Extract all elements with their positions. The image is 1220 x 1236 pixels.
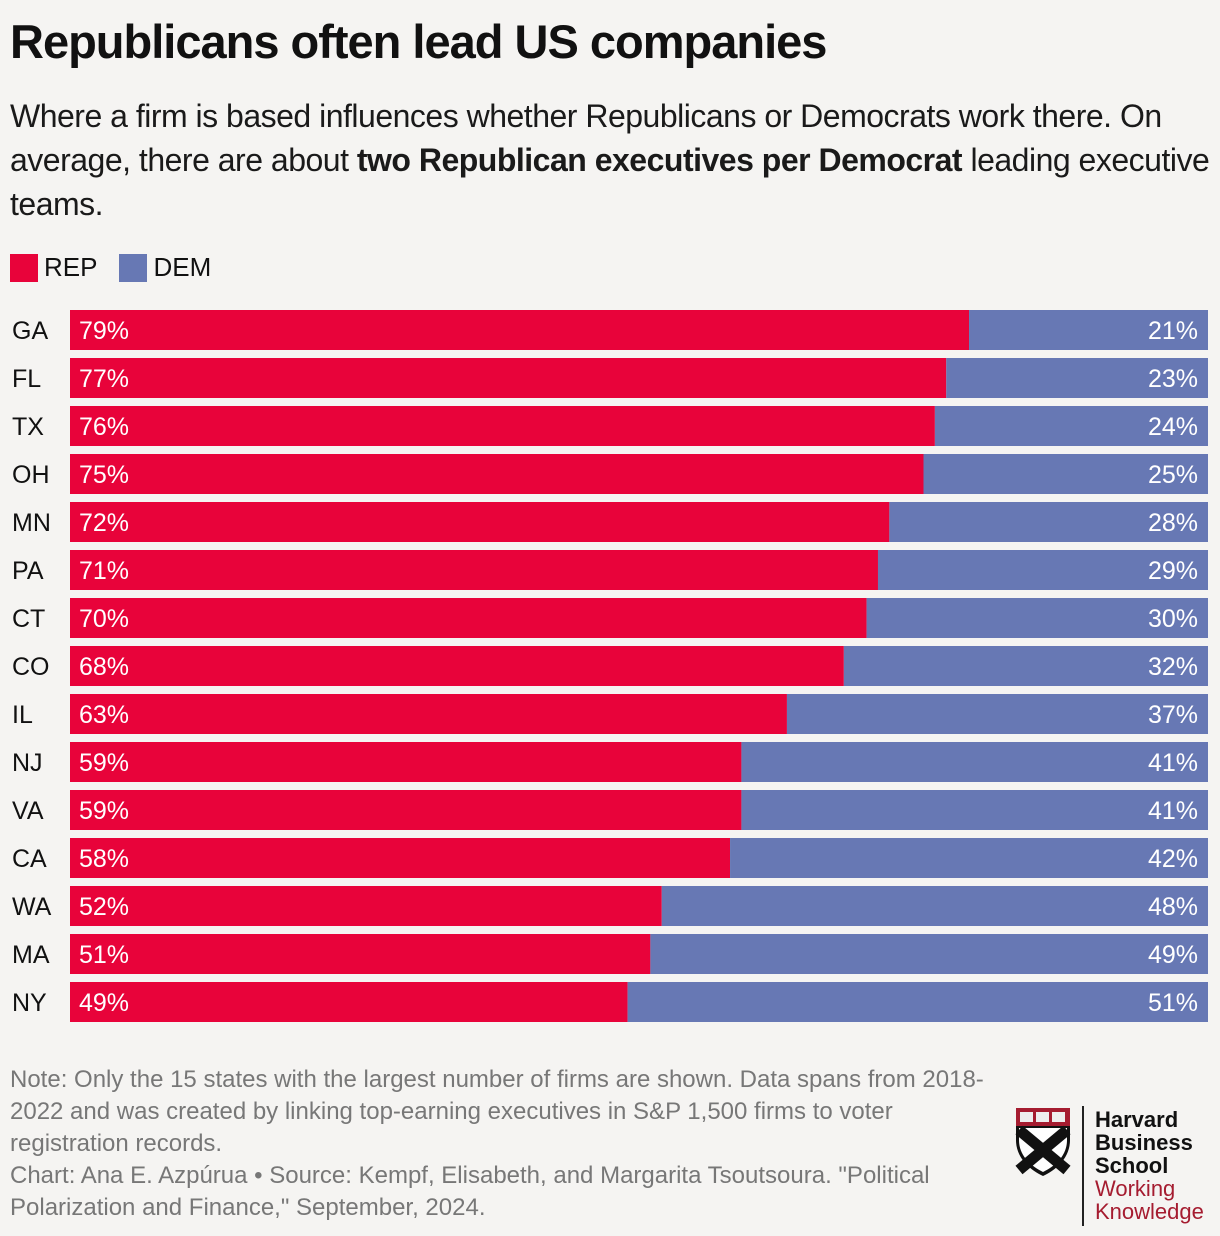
category-label: MN bbox=[12, 509, 51, 537]
category-label: MA bbox=[12, 941, 50, 969]
hbs-wordmark: Harvard Business School Working Knowledg… bbox=[1095, 1108, 1204, 1223]
data-label-rep: 77% bbox=[79, 365, 129, 393]
category-label: VA bbox=[12, 797, 44, 825]
bar-rep bbox=[70, 550, 878, 590]
data-label-dem: 37% bbox=[1148, 701, 1198, 729]
hbs-shield-logo bbox=[1015, 1108, 1071, 1176]
data-label-rep: 49% bbox=[79, 989, 129, 1017]
bar-rep bbox=[70, 406, 935, 446]
data-label-dem: 51% bbox=[1148, 989, 1198, 1017]
legend: REP DEM bbox=[10, 252, 233, 283]
data-label-rep: 51% bbox=[79, 941, 129, 969]
category-label: IL bbox=[12, 701, 33, 729]
data-label-rep: 71% bbox=[79, 557, 129, 585]
category-label: CO bbox=[12, 653, 50, 681]
data-label-rep: 70% bbox=[79, 605, 129, 633]
data-label-dem: 48% bbox=[1148, 893, 1198, 921]
chart-title: Republicans often lead US companies bbox=[10, 15, 827, 68]
category-label: TX bbox=[12, 413, 44, 441]
category-label: CA bbox=[12, 845, 47, 873]
bar-dem bbox=[934, 406, 1208, 446]
bar-rep bbox=[70, 502, 890, 542]
wordmark-business: Business bbox=[1095, 1130, 1193, 1155]
data-label-dem: 25% bbox=[1148, 461, 1198, 489]
category-label: NJ bbox=[12, 749, 43, 777]
chart-note: Note: Only the 15 states with the larges… bbox=[10, 1064, 1010, 1224]
wordmark-harvard: Harvard bbox=[1095, 1107, 1179, 1132]
bar-dem bbox=[889, 502, 1208, 542]
data-label-dem: 21% bbox=[1148, 317, 1198, 345]
data-label-rep: 76% bbox=[79, 413, 129, 441]
data-label-dem: 49% bbox=[1148, 941, 1198, 969]
subtitle-text-end: leading executive teams. bbox=[10, 142, 1210, 222]
logo-divider bbox=[1082, 1106, 1084, 1226]
bar-dem bbox=[843, 646, 1208, 686]
bar-rep bbox=[70, 646, 844, 686]
bar-rep bbox=[70, 982, 628, 1022]
data-label-dem: 32% bbox=[1148, 653, 1198, 681]
category-label: GA bbox=[12, 317, 48, 345]
bar-dem bbox=[741, 742, 1208, 782]
bar-rep bbox=[70, 886, 662, 926]
category-label: OH bbox=[12, 461, 50, 489]
bar-rep bbox=[70, 694, 787, 734]
data-label-dem: 41% bbox=[1148, 749, 1198, 777]
bar-rep bbox=[70, 358, 947, 398]
wordmark-knowledge: Knowledge bbox=[1095, 1199, 1204, 1224]
bar-dem bbox=[923, 454, 1208, 494]
data-label-dem: 24% bbox=[1148, 413, 1198, 441]
legend-label-dem: DEM bbox=[153, 252, 212, 282]
bar-rep bbox=[70, 742, 742, 782]
bar-dem bbox=[730, 838, 1208, 878]
wordmark-working: Working bbox=[1095, 1176, 1176, 1201]
category-label: CT bbox=[12, 605, 45, 633]
bar-rep bbox=[70, 598, 867, 638]
data-label-rep: 79% bbox=[79, 317, 129, 345]
bar-dem bbox=[866, 598, 1208, 638]
bar-dem bbox=[741, 790, 1208, 830]
data-label-rep: 72% bbox=[79, 509, 129, 537]
bar-rep bbox=[70, 310, 970, 350]
bar-dem bbox=[946, 358, 1208, 398]
data-label-rep: 59% bbox=[79, 797, 129, 825]
bar-dem bbox=[969, 310, 1208, 350]
bar-dem bbox=[877, 550, 1208, 590]
category-label: NY bbox=[12, 989, 47, 1017]
bar-dem bbox=[650, 934, 1208, 974]
wordmark-school: School bbox=[1095, 1153, 1169, 1178]
category-label: PA bbox=[12, 557, 44, 585]
source-text: Chart: Ana E. Azpúrua • Source: Kempf, E… bbox=[10, 1162, 930, 1221]
data-label-dem: 42% bbox=[1148, 845, 1198, 873]
bar-dem bbox=[661, 886, 1208, 926]
category-label: WA bbox=[12, 893, 52, 921]
chart-subtitle: Where a firm is based influences whether… bbox=[10, 94, 1210, 226]
bar-dem bbox=[627, 982, 1208, 1022]
legend-label-rep: REP bbox=[44, 252, 98, 282]
bar-rep bbox=[70, 454, 924, 494]
bar-rep bbox=[70, 838, 731, 878]
subtitle-text: Where a firm is based influences whether… bbox=[10, 98, 1162, 178]
note-text: Note: Only the 15 states with the larges… bbox=[10, 1066, 984, 1157]
data-label-dem: 23% bbox=[1148, 365, 1198, 393]
data-label-dem: 41% bbox=[1148, 797, 1198, 825]
data-label-rep: 63% bbox=[79, 701, 129, 729]
subtitle-bold: two Republican executives per Democrat bbox=[356, 142, 963, 178]
data-label-rep: 59% bbox=[79, 749, 129, 777]
bar-chart: GA 79% 21% FL 77% 23% TX 76% 24% OH 75% 25% MN 72% 28%… bbox=[12, 310, 1208, 1022]
legend-swatch-rep bbox=[10, 253, 38, 282]
data-label-rep: 68% bbox=[79, 653, 129, 681]
bar-rep bbox=[70, 790, 742, 830]
legend-swatch-dem bbox=[119, 253, 148, 282]
data-label-dem: 29% bbox=[1148, 557, 1198, 585]
data-label-rep: 52% bbox=[79, 893, 129, 921]
data-label-dem: 30% bbox=[1148, 605, 1198, 633]
data-label-dem: 28% bbox=[1148, 509, 1198, 537]
data-label-rep: 75% bbox=[79, 461, 129, 489]
bar-dem bbox=[786, 694, 1208, 734]
bar-rep bbox=[70, 934, 651, 974]
data-label-rep: 58% bbox=[79, 845, 129, 873]
category-label: FL bbox=[12, 365, 41, 393]
